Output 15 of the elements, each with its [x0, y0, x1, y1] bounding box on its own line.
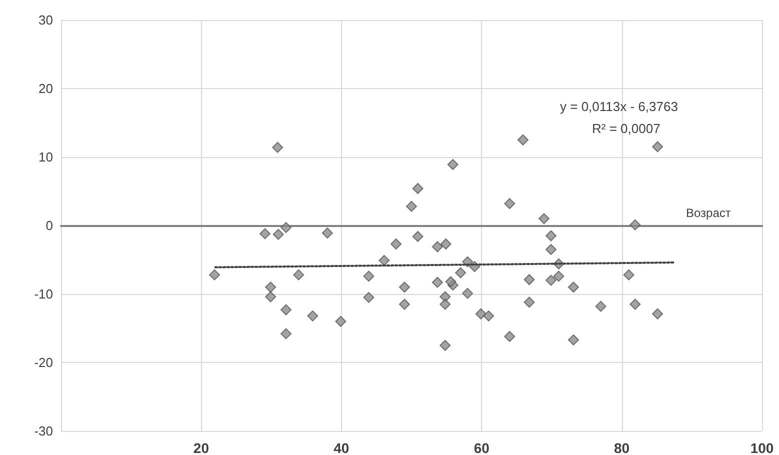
y-tick-label: -30 [34, 424, 53, 438]
annotation: R² = 0,0007 [592, 121, 660, 136]
x-tick-label: 80 [614, 440, 630, 455]
y-tick-label: -10 [34, 286, 53, 302]
y-tick-label: 0 [46, 218, 53, 233]
x-tick-label: 60 [474, 440, 490, 455]
x-axis-title: Возраст [686, 206, 732, 220]
y-tick-label: 20 [38, 81, 53, 96]
annotation: y = 0,0113x - 6,3763 [560, 99, 678, 114]
y-tick-label: 30 [38, 12, 53, 28]
y-tick-label: 10 [38, 150, 53, 164]
x-tick-label: 100 [750, 440, 774, 455]
x-tick-label: 20 [193, 440, 210, 455]
x-tick-label: 40 [334, 440, 350, 455]
y-tick-label: -20 [34, 355, 53, 370]
